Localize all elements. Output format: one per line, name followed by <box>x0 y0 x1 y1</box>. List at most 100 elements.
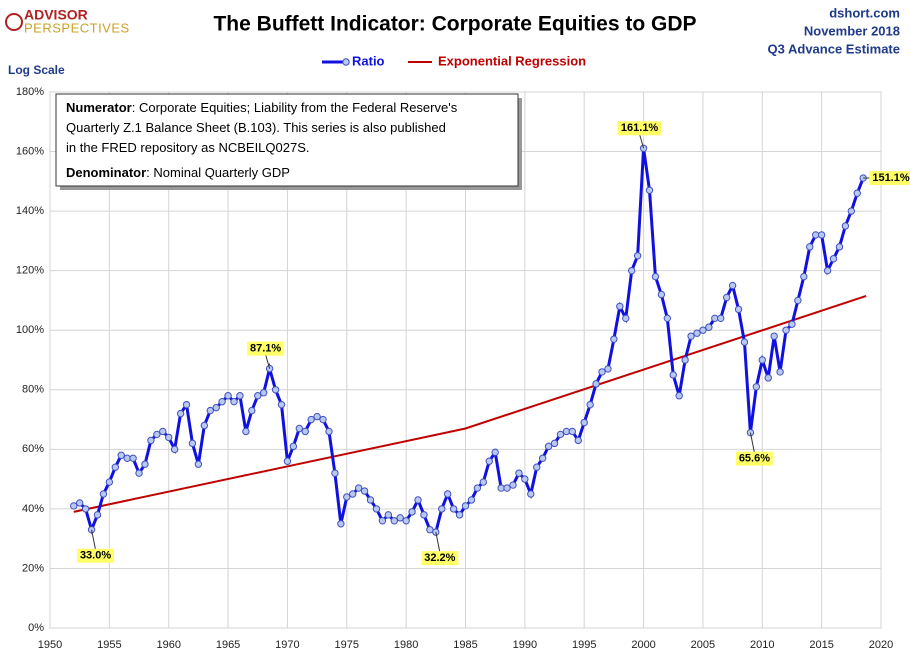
value-label: 87.1% <box>250 343 281 355</box>
ratio-marker <box>788 320 796 328</box>
x-tick-label: 2015 <box>809 639 833 651</box>
ratio-marker <box>580 418 588 427</box>
ratio-marker <box>354 484 363 492</box>
ratio-marker <box>521 475 529 483</box>
x-tick-label: 1955 <box>97 639 121 651</box>
ratio-marker <box>550 439 559 448</box>
ratio-marker <box>449 505 458 513</box>
ratio-marker <box>271 386 280 394</box>
value-label-group: 151.1% <box>863 171 910 186</box>
value-label-group: 87.1% <box>247 341 285 369</box>
ratio-marker <box>503 484 511 492</box>
x-tick-label: 1960 <box>156 639 180 651</box>
label-box <box>247 341 285 356</box>
ratio-marker <box>538 454 547 462</box>
label-leader <box>435 532 441 553</box>
ratio-marker <box>129 454 137 462</box>
note-line: Numerator: Corporate Equities; Liability… <box>66 100 458 115</box>
ratio-marker <box>93 511 102 519</box>
value-label-group: 33.0% <box>77 529 115 563</box>
source: Q3 Advance Estimate <box>768 41 900 56</box>
ratio-marker <box>515 469 523 477</box>
ratio-marker <box>817 231 826 239</box>
logo: PERSPECTIVES <box>24 20 130 35</box>
ratio-marker <box>224 392 232 400</box>
ratio-marker <box>675 392 683 400</box>
x-tick-label: 1990 <box>513 639 537 651</box>
source: dshort.com <box>829 5 900 20</box>
logo: ADVISOR <box>24 7 88 23</box>
y-tick-label: 100% <box>16 324 44 336</box>
ratio-marker <box>218 397 226 406</box>
ratio-marker <box>847 207 856 215</box>
ratio-marker <box>770 332 778 340</box>
ratio-marker <box>509 481 517 489</box>
label-box <box>617 121 662 136</box>
ratio-marker <box>366 496 375 504</box>
ratio-marker <box>443 490 452 498</box>
value-label: 151.1% <box>872 172 910 184</box>
note-text: in the FRED repository as NCBEILQ027S. <box>66 140 310 155</box>
ratio-marker <box>764 374 772 382</box>
ratio-marker <box>800 272 808 281</box>
ratio-marker <box>823 266 832 275</box>
y-tick-label: 160% <box>16 145 44 157</box>
ratio-marker <box>734 305 743 314</box>
ratio-marker <box>835 243 844 251</box>
ratio-marker <box>574 436 582 445</box>
value-label-group: 32.2% <box>421 532 459 566</box>
value-label: 65.6% <box>739 453 770 465</box>
y-tick-label: 80% <box>22 384 44 396</box>
ratio-marker <box>99 490 108 498</box>
ratio-marker <box>372 505 381 513</box>
note-text: : Nominal Quarterly GDP <box>146 165 290 180</box>
regression-line <box>73 295 867 513</box>
ratio-marker <box>301 427 309 436</box>
label-leader <box>749 432 755 453</box>
ratio-marker <box>396 514 404 522</box>
ratio-marker <box>105 478 114 486</box>
legend-label: Ratio <box>352 53 385 68</box>
ratio-marker <box>740 338 749 346</box>
ratio-marker <box>556 430 565 439</box>
logo-icon <box>5 13 23 31</box>
ratio-marker <box>414 496 422 504</box>
ratio-marker <box>254 392 262 400</box>
ratio-marker <box>242 427 250 436</box>
ratio-marker <box>438 505 446 513</box>
ratio-marker <box>485 457 493 465</box>
ratio-marker <box>165 433 173 442</box>
ratio-marker <box>206 406 214 415</box>
ratio-marker <box>461 502 470 510</box>
ratio-marker <box>141 460 149 468</box>
ratio-marker <box>651 272 660 281</box>
y-tick-label: 60% <box>22 443 44 455</box>
ratio-marker <box>70 502 78 510</box>
chart-title: The Buffett Indicator: Corporate Equitie… <box>213 13 696 36</box>
ratio-marker <box>349 490 357 498</box>
note-box <box>55 93 519 187</box>
ratio-marker <box>752 383 761 391</box>
ratio-marker <box>616 302 624 311</box>
ratio-marker <box>408 508 416 516</box>
ratio-marker <box>473 484 482 492</box>
value-label: 161.1% <box>621 122 659 134</box>
ratio-marker <box>544 442 553 451</box>
ratio-marker <box>586 400 594 409</box>
ratio-marker <box>687 332 695 340</box>
x-tick-label: 1995 <box>572 639 596 651</box>
ratio-marker <box>75 499 84 507</box>
note-line: Quarterly Z.1 Balance Sheet (B.103). Thi… <box>66 120 446 135</box>
ratio-marker <box>699 326 707 334</box>
ratio-marker <box>633 252 642 260</box>
label-box <box>77 548 115 563</box>
ratio-marker <box>248 406 256 415</box>
value-label: 32.2% <box>424 552 455 564</box>
x-tick-label: 1980 <box>394 639 418 651</box>
note-line: in the FRED repository as NCBEILQ027S. <box>66 140 310 155</box>
ratio-marker <box>610 335 618 343</box>
ratio-marker <box>182 400 191 409</box>
source: November 2018 <box>804 23 900 38</box>
scale-note: Log Scale <box>8 63 65 77</box>
